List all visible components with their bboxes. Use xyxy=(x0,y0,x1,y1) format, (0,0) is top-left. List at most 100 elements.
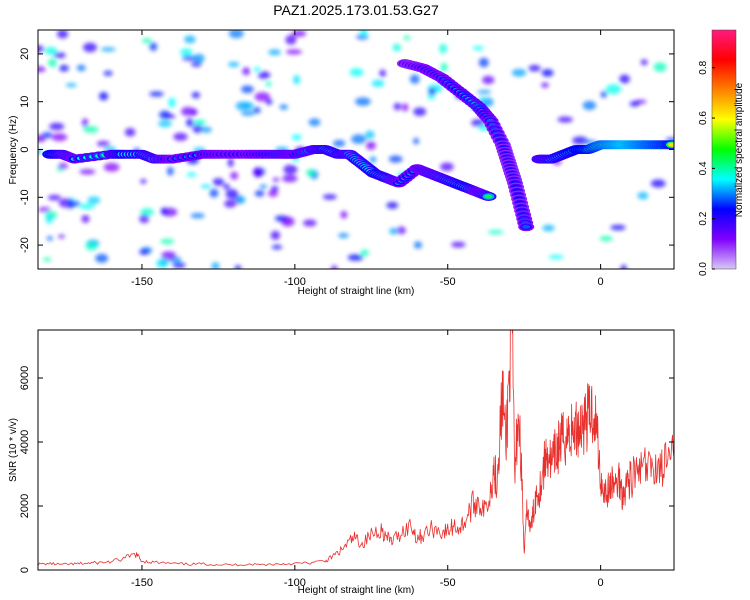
y-tick-label: 0 xyxy=(19,567,31,573)
spectrogram-y-ticks: -20 -10 0 10 20 xyxy=(19,48,674,253)
noise-speckle xyxy=(38,207,51,213)
noise-speckle xyxy=(259,184,267,189)
noise-speckle xyxy=(200,126,212,133)
noise-speckle xyxy=(548,254,564,260)
noise-speckle xyxy=(38,135,46,143)
noise-speckle xyxy=(610,224,626,231)
noise-speckle xyxy=(440,162,454,172)
noise-speckle xyxy=(45,214,53,224)
y-tick-label: -20 xyxy=(19,237,31,253)
noise-speckle xyxy=(281,216,295,227)
noise-speckle xyxy=(81,214,90,223)
noise-speckle xyxy=(650,179,666,188)
noise-speckle xyxy=(487,229,504,235)
noise-speckle xyxy=(541,82,549,88)
noise-speckle xyxy=(193,53,205,63)
noise-speckle xyxy=(87,196,101,205)
noise-speckle xyxy=(67,201,75,209)
noise-speckle xyxy=(619,74,630,84)
noise-speckle xyxy=(365,141,376,150)
noise-speckle xyxy=(181,55,197,61)
colorbar-tick-label: 0.0 xyxy=(698,262,709,276)
noise-speckle xyxy=(103,162,120,172)
noise-speckle xyxy=(160,238,175,244)
noise-speckle xyxy=(582,100,597,111)
noise-speckle xyxy=(478,97,487,102)
noise-speckle xyxy=(511,68,527,77)
noise-speckle xyxy=(200,184,211,189)
noise-speckle xyxy=(388,155,403,163)
noise-speckle xyxy=(528,64,541,72)
snr-plot-area xyxy=(38,330,674,570)
noise-speckle xyxy=(191,91,201,99)
noise-speckle xyxy=(57,30,69,39)
noise-speckle xyxy=(173,132,188,141)
noise-speckle xyxy=(272,177,280,182)
noise-speckle xyxy=(149,42,158,51)
noise-speckle xyxy=(81,118,89,128)
noise-speckle xyxy=(168,97,176,108)
noise-speckle xyxy=(103,70,113,76)
noise-speckle xyxy=(254,92,271,102)
noise-speckle xyxy=(402,103,409,112)
noise-speckle xyxy=(413,241,423,249)
noise-speckle xyxy=(44,46,58,55)
noise-speckle xyxy=(223,183,230,190)
figure-title: PAZ1.2025.173.01.53.G27 xyxy=(273,2,439,18)
trace-late xyxy=(531,140,674,164)
x-tick-label: -100 xyxy=(284,577,306,589)
noise-speckle xyxy=(186,118,194,127)
noise-speckle xyxy=(338,232,349,239)
spectrogram-x-label: Height of straight line (km) xyxy=(298,286,415,297)
noise-speckle xyxy=(427,93,436,100)
noise-speckle xyxy=(439,43,447,54)
noise-speckle xyxy=(542,224,555,232)
noise-speckle xyxy=(228,61,240,68)
noise-speckle xyxy=(293,74,301,85)
snr-y-ticks: 0 2000 4000 6000 xyxy=(19,366,674,573)
noise-speckle xyxy=(347,254,364,261)
noise-speckle xyxy=(186,172,197,177)
noise-speckle xyxy=(160,207,168,215)
noise-speckle xyxy=(413,107,427,116)
noise-speckle xyxy=(360,30,368,37)
noise-speckle xyxy=(212,178,225,186)
noise-speckle xyxy=(557,116,573,123)
noise-speckle xyxy=(332,139,346,147)
colorbar-label: Normalized spectral amplitude xyxy=(734,82,745,217)
noise-speckle xyxy=(209,188,219,198)
snr-panel: -150 -100 -50 0 0 2000 4000 6000 Height of str… xyxy=(8,329,675,596)
noise-speckle xyxy=(234,265,242,269)
noise-speckle xyxy=(254,190,265,197)
noise-speckle xyxy=(46,236,53,241)
colorbar-tick-label: 0.4 xyxy=(698,161,709,175)
noise-speckle xyxy=(270,230,281,240)
noise-speckle xyxy=(322,194,337,200)
noise-speckle xyxy=(191,108,198,117)
colorbar-tick-label: 0.6 xyxy=(698,111,709,125)
y-tick-label: 10 xyxy=(19,96,31,108)
noise-speckle xyxy=(471,119,485,127)
noise-speckle xyxy=(161,251,177,261)
snr-series xyxy=(38,330,674,567)
noise-speckle xyxy=(228,30,244,39)
noise-speckle xyxy=(49,122,65,131)
noise-speckle xyxy=(190,213,205,219)
noise-speckle xyxy=(253,67,261,72)
noise-speckle xyxy=(306,169,316,177)
noise-speckle xyxy=(270,185,279,192)
noise-speckle xyxy=(265,81,272,87)
noise-speckle xyxy=(369,156,377,164)
noise-speckle xyxy=(100,47,116,52)
noise-speckle xyxy=(389,227,398,235)
noise-speckle xyxy=(268,49,281,56)
x-tick-label: -150 xyxy=(131,276,153,288)
colorbar-gradient xyxy=(712,30,736,269)
y-tick-label: 20 xyxy=(19,48,31,60)
noise-speckle xyxy=(96,140,110,147)
noise-speckle xyxy=(257,71,271,80)
noise-speckle xyxy=(396,226,406,235)
